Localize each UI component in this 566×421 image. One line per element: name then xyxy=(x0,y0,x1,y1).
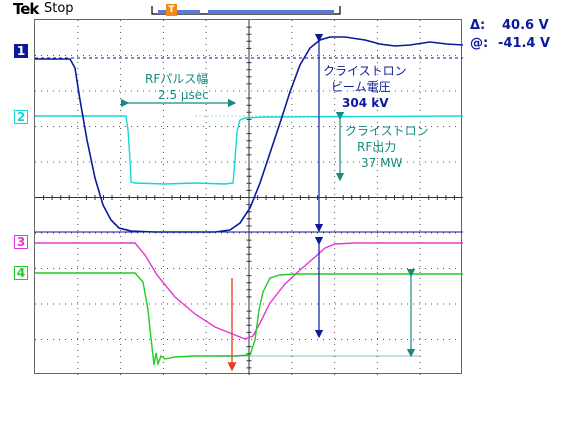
record-view-bracket xyxy=(151,6,341,15)
klystron-rf-label-1: クライストロン xyxy=(345,124,429,138)
waveform-traces xyxy=(35,20,463,375)
acquisition-state: Stop xyxy=(44,1,74,16)
graticule-center-axes xyxy=(35,20,463,375)
cursor-at-label: @: xyxy=(470,36,489,51)
ch1-trace xyxy=(35,36,463,233)
ch2-trace xyxy=(35,115,463,185)
ch2-ground-marker[interactable]: 2 xyxy=(14,110,28,124)
klystron-voltage-label-1: クライストロン xyxy=(323,64,407,78)
brand-logo: Tek xyxy=(13,0,39,18)
rf-pulse-width-value: 2.5 µsec xyxy=(158,88,209,102)
ch4-trace xyxy=(35,272,463,367)
ch1-ground-marker[interactable]: 1 xyxy=(14,44,28,58)
ch4-ground-marker[interactable]: 4 xyxy=(14,266,28,280)
klystron-voltage-label-2: ビーム電圧 xyxy=(331,80,391,94)
cursor-delta-label: Δ: xyxy=(470,18,486,33)
rf-pulse-width-label: RFパルス幅 xyxy=(145,72,209,86)
cursor-at-value: -41.4 V xyxy=(498,36,551,51)
klystron-voltage-value: 304 kV xyxy=(342,96,389,110)
klystron-rf-value: 37 MW xyxy=(361,156,403,170)
cursor-delta-value: 40.6 V xyxy=(502,18,549,33)
waveform-display[interactable]: RFパルス幅 2.5 µsec クライストロン ビーム電圧 304 kV クライ… xyxy=(34,19,463,375)
klystron-rf-label-2: RF出力 xyxy=(357,140,397,154)
ch3-ground-marker[interactable]: 3 xyxy=(14,235,28,249)
record-trigger-marker: T xyxy=(166,4,177,16)
ch3-trace xyxy=(35,242,463,340)
